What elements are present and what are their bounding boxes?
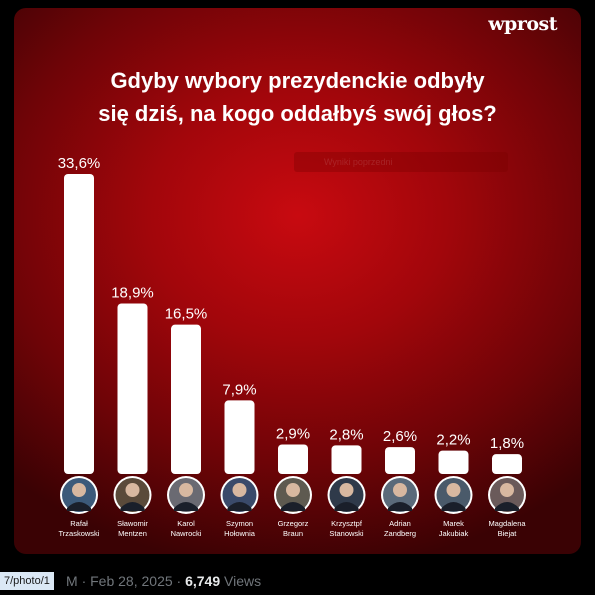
category-label-7-0: Marek <box>443 519 464 528</box>
avatar-face-8 <box>500 483 514 497</box>
tweet-time[interactable]: M <box>66 573 78 589</box>
category-label-0-0: Rafał <box>70 519 88 528</box>
tweet-meta: M · Feb 28, 2025 · 6,749 Views <box>66 571 261 591</box>
category-label-3-1: Hołownia <box>224 529 256 538</box>
views-count: 6,749 <box>185 573 221 589</box>
avatar-face-0 <box>72 483 86 497</box>
avatar-face-1 <box>125 483 140 497</box>
avatar-body-7 <box>441 502 466 511</box>
chart-title: Gdyby wybory prezydenckie odbyły się dzi… <box>14 64 581 130</box>
avatar-face-6 <box>393 483 407 497</box>
category-label-7-1: Jakubiak <box>439 529 469 538</box>
bar-value-label-6: 2,6% <box>383 428 417 445</box>
avatar-face-2 <box>179 483 193 497</box>
status-url-chip[interactable]: 7/photo/1 <box>0 572 54 590</box>
avatar-body-3 <box>227 502 252 511</box>
avatar-body-8 <box>495 502 519 511</box>
bar-4 <box>278 444 308 474</box>
tweet-date[interactable]: Feb 28, 2025 <box>90 573 173 589</box>
avatar-body-6 <box>388 502 412 511</box>
category-label-2-0: Karol <box>177 519 195 528</box>
avatar-face-4 <box>286 483 300 497</box>
tweet-footer: 7/photo/1 M · Feb 28, 2025 · 6,749 Views <box>0 571 595 591</box>
bar-3 <box>224 400 255 474</box>
avatar-body-0 <box>67 502 91 511</box>
avatar-face-7 <box>446 483 461 497</box>
category-label-5-0: Krzysztpf <box>331 519 363 528</box>
bar-value-label-2: 16,5% <box>165 306 208 323</box>
category-label-8-0: Magdalena <box>488 519 526 528</box>
category-label-1-1: Mentzen <box>118 529 147 538</box>
avatar-body-2 <box>174 502 198 511</box>
category-label-8-1: Biejat <box>498 529 518 538</box>
category-label-3-0: Szymon <box>226 519 253 528</box>
bar-value-label-4: 2,9% <box>276 425 310 442</box>
category-label-6-0: Adrian <box>389 519 411 528</box>
bar-1 <box>117 303 148 474</box>
category-label-1-0: Sławomir <box>117 519 148 528</box>
avatar-body-1 <box>120 502 145 511</box>
category-label-4-1: Braun <box>283 529 303 538</box>
avatar-face-5 <box>339 483 354 497</box>
category-label-5-1: Stanowski <box>329 529 364 538</box>
bar-5 <box>331 445 362 474</box>
category-label-0-1: Trzaskowski <box>59 529 100 538</box>
bar-value-label-5: 2,8% <box>329 426 363 443</box>
chart-title-line-1: Gdyby wybory prezydenckie odbyły <box>110 68 485 93</box>
avatar-face-3 <box>232 483 247 497</box>
bar-value-label-0: 33,6% <box>58 155 101 172</box>
meta-separator: · <box>81 573 87 589</box>
bar-6 <box>385 447 415 474</box>
avatar-body-4 <box>281 502 305 511</box>
bar-2 <box>171 324 201 474</box>
bar-value-label-8: 1,8% <box>490 435 524 452</box>
chart-card[interactable]: wprost Gdyby wybory prezydenckie odbyły … <box>14 8 581 554</box>
bar-0 <box>64 174 94 474</box>
meta-separator-2: · <box>176 573 182 589</box>
bar-value-label-1: 18,9% <box>111 285 154 302</box>
category-label-4-0: Grzegorz <box>278 519 309 528</box>
avatar-body-5 <box>334 502 359 511</box>
brand-logo: wprost <box>488 13 557 35</box>
bar-8 <box>492 454 522 474</box>
bar-value-label-7: 2,2% <box>436 432 470 449</box>
category-label-6-1: Zandberg <box>384 529 416 538</box>
faded-overlay-label: Wyniki poprzedni <box>294 152 508 172</box>
chart-title-line-2: się dziś, na kogo oddałbyś swój głos? <box>98 101 497 126</box>
bar-value-label-3: 7,9% <box>222 381 256 398</box>
bar-7 <box>438 450 469 474</box>
views-label: Views <box>224 573 262 589</box>
category-label-2-1: Nawrocki <box>171 529 202 538</box>
